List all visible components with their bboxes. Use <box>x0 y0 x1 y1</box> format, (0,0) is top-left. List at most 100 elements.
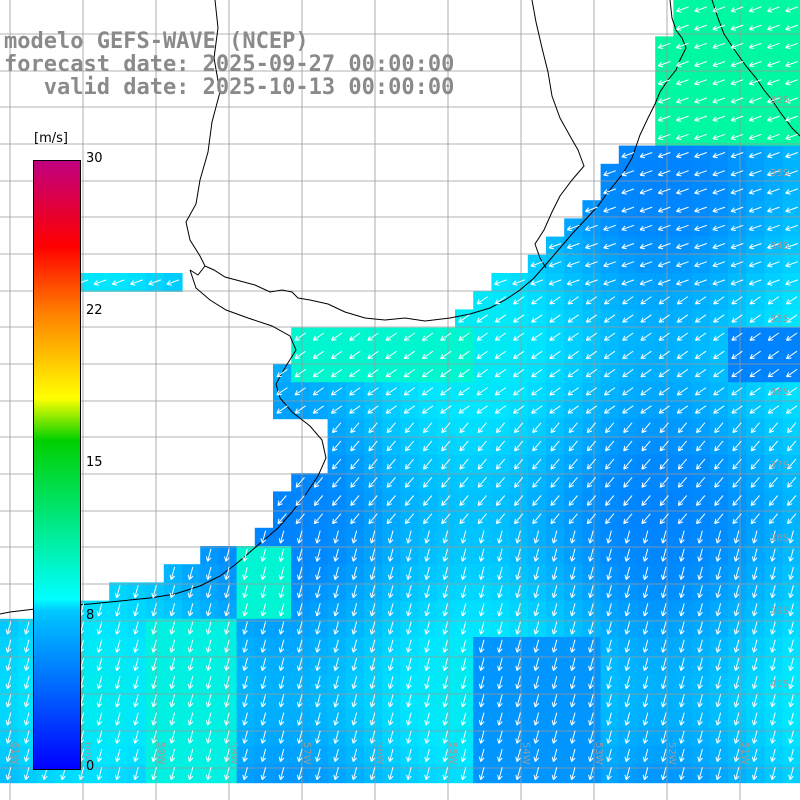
wind-arrow <box>715 676 722 690</box>
wind-arrow <box>242 748 248 762</box>
wind-arrow <box>406 748 412 762</box>
wind-arrow <box>660 603 667 617</box>
wind-arrow <box>151 621 157 635</box>
wind-arrow <box>550 513 560 525</box>
wind-arrow <box>679 676 685 690</box>
wind-arrow <box>515 548 521 562</box>
wind-arrow <box>224 585 230 599</box>
wind-arrow <box>787 440 797 452</box>
wind-arrow <box>586 476 597 488</box>
wind-arrow <box>260 694 267 708</box>
wind-arrow <box>476 296 488 305</box>
wind-arrow <box>585 296 598 305</box>
wind-arrow <box>767 206 780 213</box>
wind-arrow <box>369 748 376 762</box>
valid-date: valid date: 2025-10-13 00:00:00 <box>4 75 455 100</box>
wind-arrow <box>770 548 776 562</box>
wind-arrow <box>495 476 506 488</box>
wind-arrow <box>676 61 689 68</box>
wind-arrow <box>621 206 635 213</box>
wind-arrow <box>312 387 325 396</box>
wind-arrow <box>730 152 744 159</box>
forecast-date: forecast date: 2025-09-27 00:00:00 <box>4 52 455 77</box>
wind-arrow <box>441 495 451 506</box>
wind-arrow <box>677 422 688 434</box>
wind-arrow <box>639 188 653 195</box>
wind-arrow <box>442 694 449 708</box>
wind-arrow <box>788 730 794 744</box>
wind-arrow <box>369 676 376 690</box>
wind-arrow <box>533 657 540 671</box>
wind-arrow <box>458 405 470 414</box>
wind-arrow <box>459 476 469 488</box>
wind-arrow <box>549 314 561 323</box>
wind-arrow <box>460 676 467 690</box>
wind-arrow <box>658 387 670 396</box>
wind-arrow <box>785 332 798 341</box>
wind-arrow <box>332 422 342 434</box>
wind-arrow <box>333 712 339 726</box>
wind-arrow <box>5 621 12 635</box>
wind-arrow <box>639 261 653 268</box>
wind-arrow <box>639 206 653 213</box>
wind-arrow <box>242 621 248 635</box>
wind-arrow <box>586 495 597 506</box>
wind-arrow <box>442 566 449 580</box>
wind-arrow <box>404 513 415 525</box>
wind-arrow <box>133 730 139 744</box>
wind-arrow <box>351 639 358 653</box>
wind-arrow <box>751 566 758 580</box>
wind-arrow <box>242 767 248 781</box>
wind-arrow <box>676 115 689 122</box>
wind-arrow <box>512 279 525 286</box>
wind-arrow <box>751 639 758 653</box>
wind-arrow <box>676 243 689 250</box>
wind-arrow <box>350 458 360 470</box>
wind-arrow <box>494 368 507 378</box>
wind-arrow <box>477 440 487 452</box>
wind-arrow <box>622 405 634 414</box>
wind-arrow <box>460 548 467 562</box>
wind-arrow <box>767 279 780 286</box>
wind-arrow <box>732 440 742 452</box>
wind-arrow <box>606 585 612 599</box>
wind-arrow <box>640 387 652 396</box>
wind-arrow <box>588 676 594 690</box>
wind-arrow <box>242 639 248 653</box>
wind-arrow <box>642 603 649 617</box>
wind-arrow <box>622 387 634 396</box>
wind-arrow <box>568 495 578 506</box>
wind-arrow <box>387 548 394 562</box>
wind-arrow <box>387 639 394 653</box>
wind-arrow <box>568 458 578 470</box>
wind-arrow <box>585 368 598 378</box>
wind-arrow <box>770 767 776 781</box>
wind-arrow <box>114 748 121 762</box>
wind-arrow <box>694 279 707 286</box>
wind-arrow <box>330 332 343 341</box>
wind-arrow <box>767 133 780 140</box>
wind-arrow <box>568 422 578 434</box>
wind-arrow <box>406 639 412 653</box>
wind-arrow <box>606 548 612 562</box>
wind-arrow <box>187 639 194 653</box>
wind-arrow <box>694 206 707 213</box>
wind-arrow <box>624 676 631 690</box>
wind-arrow <box>768 495 779 506</box>
wind-arrow <box>585 332 598 341</box>
wind-arrow <box>403 332 416 341</box>
latitude-label: 35S <box>770 314 789 325</box>
wind-arrow <box>533 530 540 544</box>
wind-arrow <box>385 350 397 360</box>
wind-arrow <box>733 548 740 562</box>
wind-arrow <box>386 513 396 525</box>
wind-arrow <box>567 405 579 414</box>
wind-arrow <box>660 621 667 635</box>
wind-arrow <box>658 314 670 323</box>
wind-arrow <box>224 748 230 762</box>
wind-arrow <box>350 513 360 525</box>
wind-arrow <box>730 188 744 195</box>
wind-arrow <box>512 314 525 323</box>
wind-arrow <box>697 730 703 744</box>
wind-arrow <box>515 767 521 781</box>
